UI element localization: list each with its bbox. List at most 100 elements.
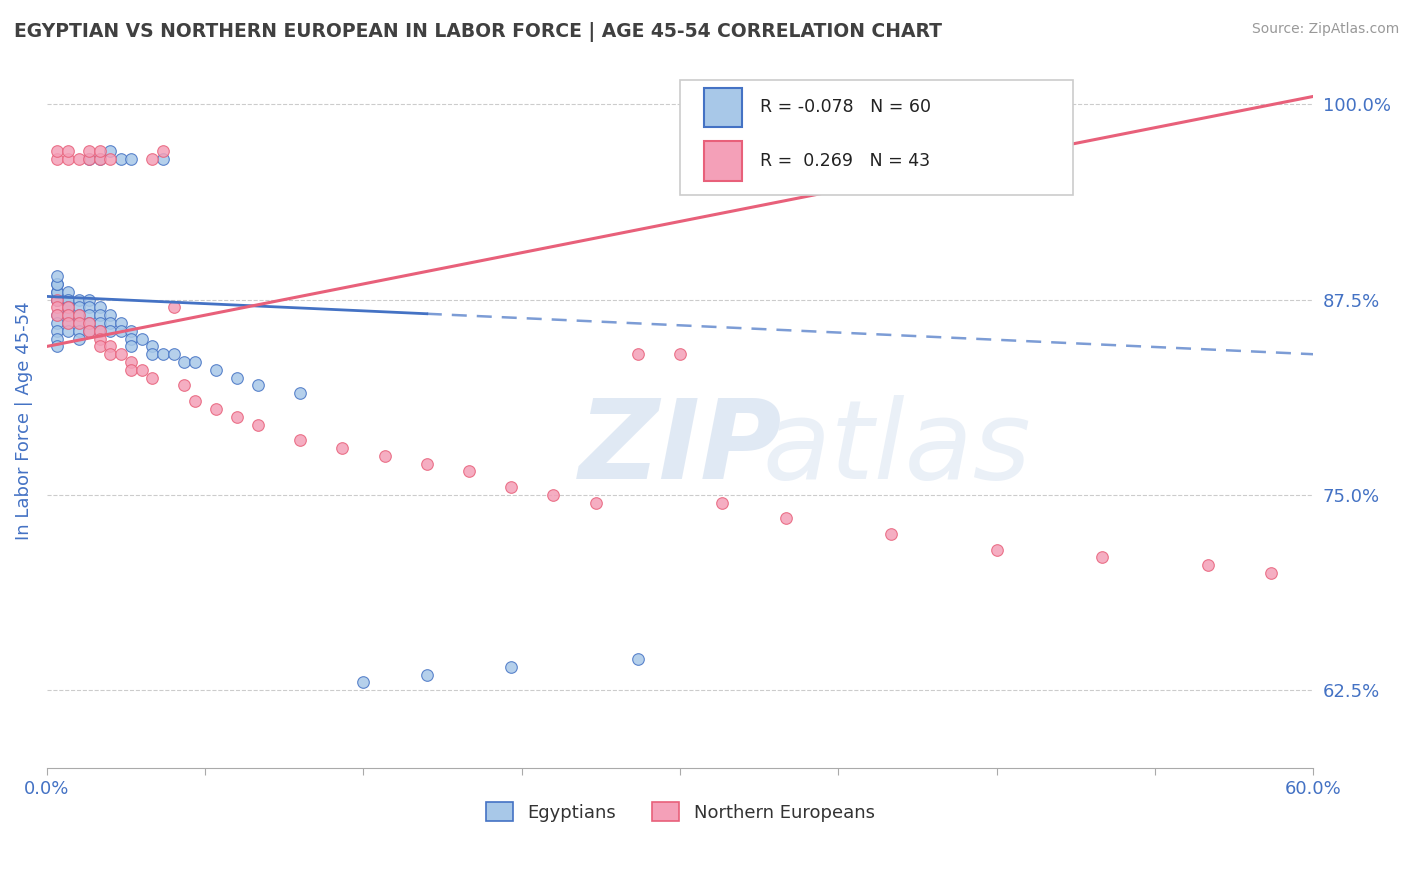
Text: EGYPTIAN VS NORTHERN EUROPEAN IN LABOR FORCE | AGE 45-54 CORRELATION CHART: EGYPTIAN VS NORTHERN EUROPEAN IN LABOR F… xyxy=(14,22,942,42)
Point xyxy=(46,277,69,291)
Point xyxy=(110,347,132,361)
Point xyxy=(416,667,439,681)
Point xyxy=(98,347,121,361)
Point xyxy=(46,308,69,322)
Point xyxy=(173,355,195,369)
Point xyxy=(89,316,111,330)
Point xyxy=(669,347,692,361)
Point xyxy=(67,293,90,307)
Point xyxy=(173,378,195,392)
Point xyxy=(110,324,132,338)
Point xyxy=(56,316,79,330)
Point xyxy=(67,324,90,338)
Point xyxy=(141,152,163,166)
Point xyxy=(89,324,111,338)
Point xyxy=(141,347,163,361)
Text: ZIP: ZIP xyxy=(579,395,782,502)
Point xyxy=(711,496,734,510)
Point xyxy=(152,152,174,166)
Point xyxy=(56,316,79,330)
Point xyxy=(89,144,111,158)
Point xyxy=(67,308,90,322)
Point xyxy=(89,152,111,166)
Point xyxy=(56,152,79,166)
Point xyxy=(183,355,205,369)
Point xyxy=(1091,550,1114,565)
Text: R = -0.078   N = 60: R = -0.078 N = 60 xyxy=(759,98,931,116)
Point xyxy=(627,652,650,666)
Point xyxy=(120,355,142,369)
Point xyxy=(225,409,247,424)
Point xyxy=(152,144,174,158)
Point xyxy=(246,378,269,392)
Point xyxy=(162,347,184,361)
Point xyxy=(46,269,69,284)
Point xyxy=(46,316,69,330)
Point xyxy=(110,316,132,330)
Point xyxy=(131,332,153,346)
Point xyxy=(152,347,174,361)
Point xyxy=(880,527,903,541)
Point xyxy=(67,308,90,322)
Point xyxy=(543,488,565,502)
Point xyxy=(141,339,163,353)
Point xyxy=(458,464,481,478)
Point xyxy=(77,293,100,307)
Point xyxy=(56,308,79,322)
Point xyxy=(89,152,111,166)
Point xyxy=(56,308,79,322)
Point xyxy=(77,144,100,158)
Point xyxy=(56,301,79,315)
Point xyxy=(46,308,69,322)
Point xyxy=(775,511,797,525)
Point xyxy=(225,370,247,384)
Point xyxy=(56,293,79,307)
Point xyxy=(183,394,205,409)
Point xyxy=(56,293,79,307)
Text: Source: ZipAtlas.com: Source: ZipAtlas.com xyxy=(1251,22,1399,37)
Point xyxy=(131,363,153,377)
Point xyxy=(416,457,439,471)
Point xyxy=(501,659,523,673)
Point xyxy=(46,285,69,299)
Point xyxy=(56,324,79,338)
Point xyxy=(46,293,69,307)
Point xyxy=(77,308,100,322)
Point xyxy=(67,316,90,330)
Point xyxy=(46,324,69,338)
Point xyxy=(98,308,121,322)
Y-axis label: In Labor Force | Age 45-54: In Labor Force | Age 45-54 xyxy=(15,301,32,540)
Point xyxy=(46,339,69,353)
Point xyxy=(77,324,100,338)
Point xyxy=(110,152,132,166)
Point xyxy=(46,285,69,299)
Point xyxy=(332,441,354,455)
Point xyxy=(46,332,69,346)
Point xyxy=(353,675,375,690)
Point xyxy=(204,401,226,416)
Point xyxy=(89,324,111,338)
Point xyxy=(98,339,121,353)
Legend: Egyptians, Northern Europeans: Egyptians, Northern Europeans xyxy=(478,795,882,829)
Point xyxy=(141,370,163,384)
Point xyxy=(67,301,90,315)
Text: R =  0.269   N = 43: R = 0.269 N = 43 xyxy=(759,153,929,170)
Point xyxy=(98,316,121,330)
Point xyxy=(98,324,121,338)
Point xyxy=(77,301,100,315)
Point xyxy=(46,277,69,291)
Point xyxy=(77,324,100,338)
Point xyxy=(1197,558,1219,573)
Point xyxy=(77,316,100,330)
Point xyxy=(98,144,121,158)
Point xyxy=(585,496,607,510)
Point xyxy=(56,308,79,322)
Point xyxy=(120,339,142,353)
FancyBboxPatch shape xyxy=(681,80,1073,194)
Point xyxy=(162,301,184,315)
FancyBboxPatch shape xyxy=(704,87,742,128)
Point xyxy=(986,542,1008,557)
Point xyxy=(46,293,69,307)
Point xyxy=(56,301,79,315)
Point xyxy=(288,433,311,447)
